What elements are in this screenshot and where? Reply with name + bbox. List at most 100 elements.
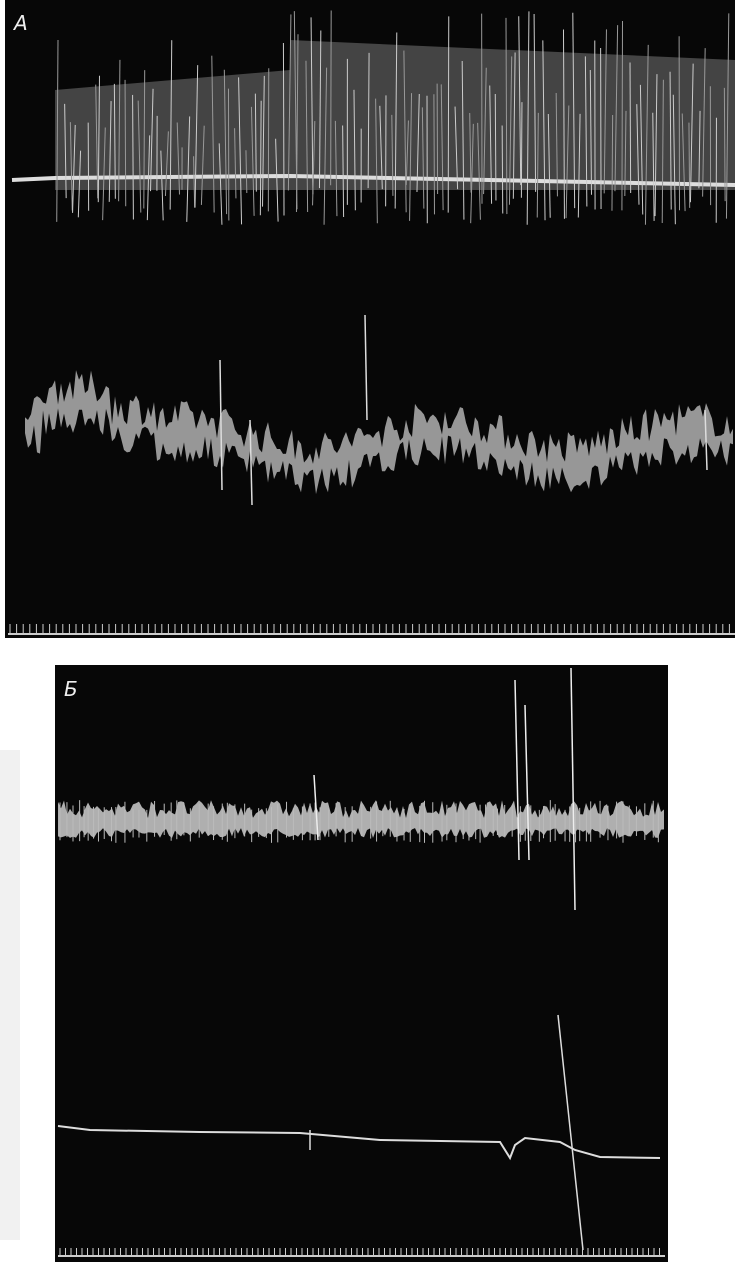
trace-spike	[146, 135, 151, 221]
trace-spike	[56, 40, 59, 222]
trace-spike	[259, 100, 262, 216]
trace-spike	[723, 87, 726, 202]
trace-spike	[547, 113, 551, 218]
trace-spike	[97, 75, 100, 203]
trace-spike	[562, 29, 565, 219]
trace-spike	[698, 110, 701, 189]
trace-spike	[461, 60, 465, 220]
trace-spike	[124, 79, 127, 207]
trace-spike	[305, 60, 309, 212]
trace-spike	[405, 120, 409, 186]
trace-spike	[310, 17, 314, 195]
trace-spike	[621, 20, 624, 211]
trace-spike	[250, 106, 255, 216]
trace-spike	[514, 679, 520, 861]
trace-spike	[64, 103, 67, 199]
trace-spike	[391, 114, 394, 196]
panel-b: Б	[55, 665, 668, 1262]
trace-spike	[542, 40, 546, 221]
trace-spike	[367, 52, 370, 189]
trace-spike	[704, 409, 708, 471]
trace-spike	[275, 138, 279, 222]
trace-spike	[342, 125, 345, 218]
trace-spike	[505, 17, 508, 215]
panel-b-label: Б	[64, 677, 78, 701]
trace-spike	[681, 113, 686, 212]
trace-spike	[223, 69, 228, 215]
trace-spike	[536, 112, 539, 218]
trace-spike	[483, 67, 487, 195]
trace-spike	[245, 150, 248, 193]
trace-spike	[77, 150, 82, 218]
trace-spike	[137, 100, 142, 213]
trace-spike	[421, 107, 425, 209]
trace-spike	[611, 114, 614, 211]
trace-spike	[186, 116, 191, 222]
trace-spike	[469, 112, 472, 193]
trace-spike	[533, 13, 537, 192]
trace-spike	[143, 70, 146, 209]
trace-spike	[614, 25, 619, 192]
trace-spike	[200, 125, 205, 205]
trace-spike	[330, 10, 332, 186]
trace-spike	[512, 52, 516, 199]
trace-spike	[644, 44, 649, 225]
trace-baseline	[11, 173, 735, 187]
trace-spike	[323, 67, 328, 225]
trace-spike	[654, 74, 658, 217]
trace-spike	[501, 125, 504, 214]
trace-spike	[364, 314, 368, 421]
trace-spike	[353, 89, 356, 211]
trace-spike	[108, 101, 112, 202]
panel-a-label: А	[12, 11, 28, 35]
trace-spike	[570, 667, 576, 911]
trace-spike	[725, 13, 730, 219]
trace-spike	[577, 113, 581, 218]
trace-spike	[524, 704, 530, 861]
trace-band	[55, 40, 735, 190]
trace-spike	[661, 79, 664, 224]
trace-spike	[249, 419, 253, 506]
trace-spike	[211, 55, 215, 213]
trace-spike	[470, 123, 474, 224]
trace-spike	[669, 71, 672, 210]
trace-spike	[72, 124, 76, 213]
trace-spike	[169, 40, 173, 210]
trace-spike	[702, 48, 706, 197]
trace-spike	[334, 120, 338, 217]
trace-spike	[557, 1014, 584, 1251]
trace-spike	[218, 143, 223, 225]
trace-spike	[603, 29, 607, 194]
trace-spike	[433, 94, 435, 215]
trace-line	[57, 1125, 661, 1161]
trace-spike	[234, 128, 237, 199]
trace-spike	[403, 50, 407, 213]
trace-spike	[164, 131, 169, 197]
trace-spike	[95, 84, 99, 199]
trace-spike	[295, 34, 299, 213]
trace-spike	[194, 65, 199, 208]
trace-spike	[287, 14, 292, 191]
trace-spike	[624, 110, 627, 196]
trace-spike	[150, 88, 154, 192]
trace-band	[25, 370, 733, 495]
trace-spike	[102, 127, 106, 221]
trace-spike	[176, 122, 180, 195]
trace-spike	[312, 121, 316, 206]
trace-spike	[636, 104, 640, 205]
trace-spike	[313, 774, 319, 841]
trace-spike	[219, 359, 223, 491]
trace-spike	[688, 122, 691, 208]
trace-spike	[555, 92, 558, 197]
trace-spike	[518, 16, 522, 186]
trace-spike	[565, 105, 570, 219]
trace-spike	[132, 94, 134, 220]
trace-spike	[238, 77, 243, 225]
trace-spike	[375, 98, 378, 224]
trace-spike	[526, 11, 530, 225]
panel-b-background	[55, 665, 668, 1262]
trace-spike	[118, 59, 121, 202]
trace-spike	[394, 32, 398, 209]
